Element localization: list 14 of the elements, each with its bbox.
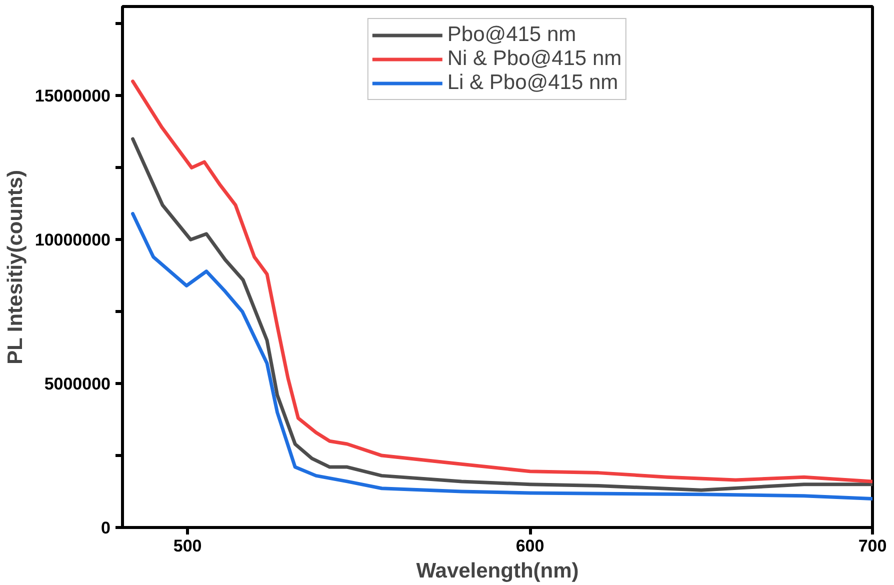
x-tick-label: 500 xyxy=(173,536,202,556)
x-axis-title: Wavelength(nm) xyxy=(416,560,579,582)
y-tick-label: 0 xyxy=(101,518,111,538)
y-tick-label: 15000000 xyxy=(34,86,111,106)
x-tick-label: 700 xyxy=(858,536,887,556)
y-tick-label: 10000000 xyxy=(34,230,111,250)
line-series xyxy=(131,137,872,492)
line-series xyxy=(131,212,872,500)
x-tick-label: 600 xyxy=(516,536,544,556)
y-axis-title: PL Intesitiy(counts) xyxy=(4,170,27,364)
legend-label: Li & Pbo@415 nm xyxy=(447,71,618,95)
legend-label: Pbo@415 nm xyxy=(447,23,576,47)
legend-label: Ni & Pbo@415 nm xyxy=(447,47,622,71)
y-tick-label: 5000000 xyxy=(44,374,111,394)
